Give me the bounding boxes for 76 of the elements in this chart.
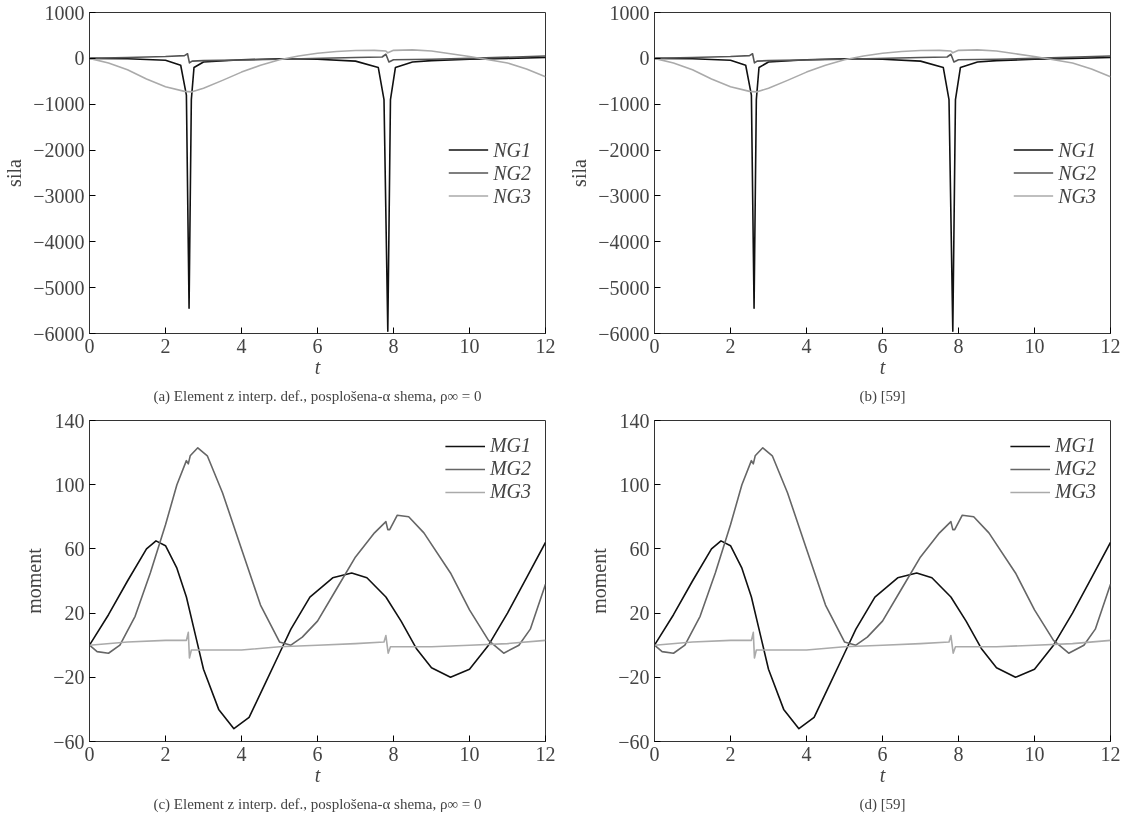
y-tick-label: 60 [629, 537, 650, 560]
y-tick-label: 0 [74, 47, 85, 70]
y-tick-label: 1000 [609, 1, 650, 24]
legend-label: NG3 [493, 184, 531, 207]
x-tick-label: 2 [160, 742, 171, 765]
text: (d) [59] [859, 795, 906, 813]
legend-label: NG2 [493, 161, 531, 184]
y-tick-label: 20 [64, 602, 85, 625]
legend-label: NG2 [1058, 161, 1096, 184]
y-tick-label: −3000 [598, 184, 650, 207]
y-tick-label: −4000 [598, 230, 650, 253]
y-tick-label: 0 [639, 47, 650, 70]
x-tick-label: 8 [388, 334, 399, 357]
legend-label: MG3 [1054, 480, 1096, 503]
y-tick-label: −60 [618, 730, 650, 753]
x-tick-label: 12 [1100, 334, 1121, 357]
x-tick-label: 12 [535, 742, 556, 765]
x-tick-label: 6 [877, 334, 888, 357]
x-tick-label: 4 [236, 334, 247, 357]
y-tick-label: 100 [54, 473, 85, 496]
x-tick-label: 10 [459, 742, 480, 765]
x-tick-label: 12 [535, 334, 556, 357]
text: (a) Element z interp. def., posplošena-α shema, ρ∞ = 0 [153, 387, 482, 405]
x-tick-label: 4 [801, 334, 812, 357]
y-tick-label: 140 [619, 409, 650, 432]
text: (c) Element z interp. def., posplošena-α shema, ρ∞ = 0 [153, 795, 482, 813]
x-tick-label: 2 [160, 334, 171, 357]
y-axis-title: sila [568, 158, 591, 187]
x-axis-title: t [879, 763, 886, 786]
x-tick-label: 2 [725, 742, 736, 765]
x-axis-title: t [879, 355, 886, 378]
y-tick-label: −20 [618, 666, 650, 689]
y-axis-title: moment [23, 547, 46, 614]
y-tick-label: −60 [53, 730, 85, 753]
x-axis-title: t [314, 763, 321, 786]
y-tick-label: −2000 [33, 139, 85, 162]
y-tick-label: −5000 [598, 276, 650, 299]
y-axis-title: moment [588, 547, 611, 614]
x-tick-label: 8 [388, 742, 399, 765]
x-tick-label: 6 [312, 334, 323, 357]
y-tick-label: −1000 [33, 93, 85, 116]
legend-label: NG1 [1058, 138, 1096, 161]
y-tick-label: 60 [64, 537, 85, 560]
y-tick-label: 1000 [44, 1, 85, 24]
y-tick-label: 20 [629, 602, 650, 625]
y-tick-label: 140 [54, 409, 85, 432]
y-tick-label: −5000 [33, 276, 85, 299]
y-tick-label: −4000 [33, 230, 85, 253]
x-axis-title: t [314, 355, 321, 378]
x-tick-label: 2 [725, 334, 736, 357]
x-tick-label: 4 [236, 742, 247, 765]
x-tick-label: 4 [801, 742, 812, 765]
x-tick-label: 10 [1024, 742, 1045, 765]
x-tick-label: 8 [953, 334, 964, 357]
legend-label: NG1 [493, 138, 531, 161]
y-tick-label: −6000 [33, 322, 85, 345]
text: (b) [59] [859, 387, 906, 405]
x-tick-label: 10 [1024, 334, 1045, 357]
x-tick-label: 8 [953, 742, 964, 765]
y-axis-title: sila [3, 158, 26, 187]
legend-label: MG1 [489, 434, 531, 457]
y-tick-label: −2000 [598, 139, 650, 162]
legend-label: NG3 [1058, 184, 1096, 207]
x-tick-label: 10 [459, 334, 480, 357]
y-tick-label: −6000 [598, 322, 650, 345]
x-tick-label: 6 [312, 742, 323, 765]
legend-label: MG3 [489, 480, 531, 503]
legend-label: MG1 [1054, 434, 1096, 457]
x-tick-label: 12 [1100, 742, 1121, 765]
y-tick-label: −20 [53, 666, 85, 689]
y-tick-label: −3000 [33, 184, 85, 207]
legend-label: MG2 [489, 457, 531, 480]
legend-label: MG2 [1054, 457, 1096, 480]
y-tick-label: −1000 [598, 93, 650, 116]
y-tick-label: 100 [619, 473, 650, 496]
x-tick-label: 6 [877, 742, 888, 765]
